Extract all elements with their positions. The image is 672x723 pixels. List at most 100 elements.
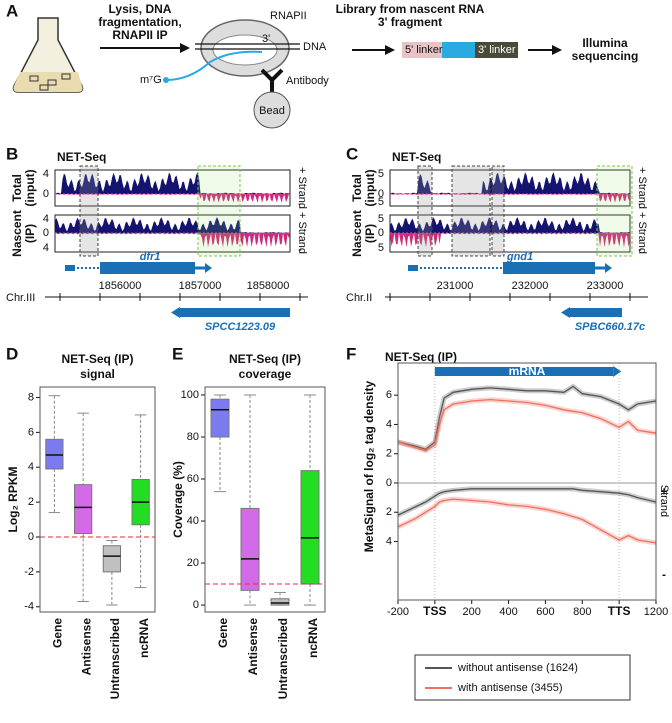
series-line: [397, 385, 657, 451]
x-tick-label: Untranscribed: [276, 618, 290, 699]
y-tick-label: 60: [187, 473, 199, 485]
series-line: [397, 488, 657, 516]
gene-arrow: [205, 263, 212, 273]
cell: [39, 84, 49, 91]
signal-minus: [390, 233, 630, 248]
track-name: (IP): [23, 224, 37, 243]
series-line: [397, 498, 657, 544]
coordinate-label: 232000: [512, 280, 549, 292]
gene-name: dfr1: [140, 251, 161, 263]
gene-arrow: [561, 307, 570, 318]
linker5-box: [402, 42, 442, 58]
signal-minus: [390, 194, 630, 203]
plot-frame: [397, 362, 657, 601]
mrna-bar: [434, 367, 614, 376]
track-tick-label: 5: [378, 213, 384, 225]
label: 3' linker: [478, 44, 516, 56]
y-tick-label: 100: [181, 389, 199, 401]
series-line: [397, 398, 657, 452]
gene-arrow: [171, 307, 180, 318]
highlight-box: [417, 165, 433, 257]
track-name: Nascent: [10, 210, 24, 257]
step-text: Library from nascent RNA: [336, 2, 485, 16]
box: [240, 507, 260, 591]
strand-label: +: [660, 485, 667, 499]
step-text: Lysis, DNA: [109, 2, 172, 16]
step-text: 3' fragment: [378, 15, 442, 29]
track-title: NET-Seq: [392, 150, 441, 164]
x-tick-label: 800: [573, 606, 591, 618]
y-tick-label: -2: [24, 566, 34, 578]
y-axis-label: MetaSignal of log₂ tag density: [362, 381, 376, 553]
strand-label: -: [638, 198, 642, 210]
highlight-box: [596, 165, 633, 257]
label: DNA: [303, 41, 327, 53]
legend-label: with antisense (3455): [457, 682, 563, 694]
y-tick-label: 6: [28, 426, 34, 438]
strand-label: -: [298, 198, 302, 210]
x-tick-label: ncRNA: [306, 618, 320, 658]
panel-label: F: [346, 344, 356, 363]
gene-utr: [408, 265, 418, 271]
cell: [29, 75, 39, 82]
y-tick-label: 0: [386, 477, 392, 489]
linker3-box: [475, 42, 518, 58]
legend-label: without antisense (1624): [457, 662, 578, 674]
cell: [61, 73, 71, 80]
track-tick-label: 0: [43, 227, 49, 239]
chromosome-label: Chr.II: [346, 292, 372, 304]
track-tick-label: 5: [378, 242, 384, 254]
track-name: (input): [23, 169, 37, 206]
gene-exon: [100, 262, 195, 274]
highlight-box: [491, 165, 505, 257]
y-tick-label: 6: [386, 389, 392, 401]
rnapii-channel: [212, 34, 278, 66]
y-axis-label: Log₂ RPKM: [6, 467, 20, 533]
track-name: Nascent: [350, 210, 364, 257]
gene-name: gnd1: [506, 251, 533, 263]
strand-label: -: [662, 568, 666, 582]
annotation: mRNA: [509, 364, 546, 378]
highlight-box: [197, 165, 241, 257]
nascent-rna: [165, 50, 263, 81]
coordinate-label: 233000: [587, 280, 624, 292]
step-text: fragmentation,: [98, 15, 181, 29]
strand-label: + Strand: [636, 167, 648, 209]
x-tick-label: Gene: [216, 618, 230, 648]
y-tick-label: 4: [386, 535, 392, 547]
label: RNAPII: [270, 10, 307, 22]
arrow-head: [552, 45, 562, 55]
x-tick-label: ncRNA: [137, 618, 151, 658]
label: 3': [262, 33, 270, 45]
y-tick-label: 4: [386, 418, 392, 430]
track-tick-label: 0: [378, 227, 384, 239]
signal-plus: [390, 172, 630, 194]
chart-title: NET-Seq (IP): [385, 350, 457, 364]
step-text: Illumina: [582, 36, 628, 50]
plot-frame: [204, 386, 326, 613]
coordinate-label: 231000: [437, 280, 474, 292]
y-tick-label: 0: [28, 531, 34, 543]
signal-plus: [390, 217, 630, 233]
y-tick-label: 2: [386, 448, 392, 460]
chart-title: NET-Seq (IP): [229, 352, 301, 366]
y-tick-label: 4: [28, 461, 34, 473]
strand-label: + Strand: [636, 212, 648, 254]
track-name: (IP): [363, 224, 377, 243]
x-tick-label: TTS: [608, 604, 631, 618]
box: [102, 545, 121, 573]
signal-minus: [55, 194, 290, 203]
x-tick-label: 200: [463, 606, 481, 618]
track-name: Total: [350, 174, 364, 202]
box: [74, 484, 93, 535]
x-tick-label: 400: [499, 606, 517, 618]
cap: [163, 77, 169, 83]
y-tick-label: 80: [187, 431, 199, 443]
signal-minus: [55, 233, 290, 248]
panel-label: C: [346, 144, 358, 163]
insert-box: [442, 42, 475, 58]
track-frame: [54, 169, 291, 207]
x-tick-label: TSS: [423, 604, 446, 618]
cell: [47, 79, 57, 86]
